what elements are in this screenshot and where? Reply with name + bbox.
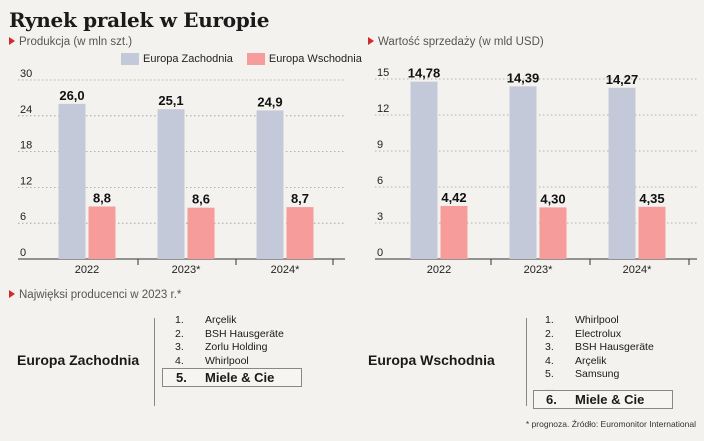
right-chart-ytick-label: 15	[377, 67, 389, 79]
left-chart-data-label: 24,9	[257, 94, 282, 109]
producers-east-region: Europa Wschodnia	[368, 352, 495, 368]
legend-swatch-west	[121, 53, 139, 65]
right-chart-data-label: 14,27	[606, 72, 639, 87]
left-chart-subtitle: Produkcja (w mln szt.)	[9, 36, 132, 48]
triangle-marker-icon	[9, 37, 15, 45]
legend: Europa Zachodnia Europa Wschodnia	[121, 53, 362, 65]
producer-west-rank: 3.	[175, 341, 184, 353]
producer-east-name: Samsung	[575, 368, 620, 380]
producer-east-rank: ...	[545, 381, 554, 394]
producer-east-name: BSH Hausgeräte	[575, 341, 654, 353]
right-chart-data-label: 4,30	[540, 191, 565, 206]
right-chart-data-label: 4,35	[639, 191, 664, 206]
left-chart-xtick-label: 2022	[75, 264, 99, 276]
producer-west-rank: 4.	[175, 354, 184, 367]
highlight-west-rank: 5.	[176, 370, 187, 385]
producer-east-rank: 3.	[545, 341, 554, 353]
highlight-east-name: Miele & Cie	[575, 392, 645, 407]
producer-west-name: BSH Hausgeräte	[205, 327, 284, 340]
footnote: * prognoza. Źródło: Euromonitor Internat…	[525, 419, 696, 429]
sales-value-bar-chart: 0 3 6 9 12 15 2022 2023* 2024* 14,78 4,42 14,39 4,30…	[375, 66, 697, 276]
producer-west-rank: 1.	[175, 314, 184, 326]
right-chart-bar	[638, 206, 666, 259]
left-chart-ytick-label: 18	[20, 140, 32, 152]
producer-east-rank: 5.	[545, 368, 554, 380]
legend-item-west: Europa Zachodnia	[121, 53, 233, 65]
left-chart-ytick-label: 12	[20, 175, 32, 187]
right-chart-ytick-label: 3	[377, 211, 383, 223]
right-chart-ytick-label: 9	[377, 139, 383, 151]
left-chart-xtick-label: 2023*	[172, 264, 201, 276]
divider-east	[526, 318, 527, 406]
producer-east-rank: 1.	[545, 314, 554, 326]
producer-east-name: Whirlpool	[575, 314, 619, 326]
right-chart-subtitle: Wartość sprzedaży (w mld USD)	[368, 36, 544, 48]
left-chart-bar	[187, 207, 215, 259]
page-title: Rynek pralek w Europie	[9, 8, 270, 32]
production-bar-chart: 0 6 12 18 24 30 2022 2023* 2024* 26,0 8,8 25,1 8,6 24…	[18, 68, 345, 276]
highlight-box-west	[162, 368, 302, 387]
right-chart-ytick-label: 0	[377, 247, 383, 259]
left-chart-bar	[88, 206, 116, 259]
divider-west	[154, 318, 155, 406]
producer-east-rank: 4.	[545, 354, 554, 367]
left-chart-bar	[157, 109, 185, 259]
left-chart-bar	[256, 110, 284, 260]
left-chart-ytick-label: 6	[20, 211, 26, 223]
producers-west-region: Europa Zachodnia	[17, 352, 140, 368]
legend-label-west: Europa Zachodnia	[143, 53, 233, 65]
right-chart-bar	[539, 207, 567, 259]
highlight-east-rank: 6.	[546, 392, 557, 407]
right-chart-bar	[509, 86, 537, 259]
producer-east-name: Electrolux	[575, 327, 622, 340]
producer-east-rank: 2.	[545, 327, 554, 340]
right-chart-ytick-label: 6	[377, 175, 383, 187]
left-chart-bar	[286, 207, 314, 259]
producer-west-rank: 2.	[175, 327, 184, 340]
left-chart-ytick-label: 24	[20, 104, 32, 116]
right-chart-data-label: 14,78	[408, 66, 441, 81]
left-chart-data-label: 8,8	[93, 190, 111, 205]
left-chart-data-label: 26,0	[59, 88, 84, 103]
left-chart-xtick-label: 2024*	[271, 264, 300, 276]
triangle-marker-icon	[9, 290, 15, 298]
producer-west-name: Arçelik	[205, 314, 237, 326]
legend-label-east: Europa Wschodnia	[268, 53, 362, 65]
producer-west-name: Zorlu Holding	[205, 341, 268, 353]
left-chart-ytick-label: 30	[20, 68, 32, 80]
left-chart-ytick-label: 0	[20, 247, 26, 259]
producers-subtitle-text: Najwięksi producenci w 2023 r.*	[19, 289, 182, 301]
right-chart-bar	[608, 87, 636, 259]
legend-swatch-east	[246, 53, 265, 65]
highlight-west-name: Miele & Cie	[205, 370, 275, 385]
right-chart-xtick-label: 2024*	[623, 264, 652, 276]
right-chart-subtitle-text: Wartość sprzedaży (w mld USD)	[378, 36, 544, 48]
producer-west-name: Whirlpool	[205, 354, 249, 367]
highlight-box-east	[533, 390, 673, 409]
triangle-marker-icon	[368, 37, 374, 45]
producers-subtitle: Najwięksi producenci w 2023 r.*	[9, 289, 181, 301]
right-chart-xtick-label: 2023*	[524, 264, 553, 276]
left-chart-data-label: 25,1	[158, 93, 183, 108]
legend-item-east: Europa Wschodnia	[246, 53, 362, 65]
right-chart-bar	[440, 205, 468, 259]
right-chart-xtick-label: 2022	[427, 264, 451, 276]
right-chart-bar	[410, 81, 438, 259]
left-chart-data-label: 8,6	[192, 192, 210, 207]
right-chart-data-label: 4,42	[441, 190, 466, 205]
left-chart-data-label: 8,7	[291, 191, 309, 206]
left-chart-subtitle-text: Produkcja (w mln szt.)	[19, 36, 133, 48]
right-chart-data-label: 14,39	[507, 70, 540, 85]
right-chart-ytick-label: 12	[377, 103, 389, 115]
producer-east-name: Arçelik	[575, 354, 607, 367]
left-chart-bar	[58, 103, 86, 259]
